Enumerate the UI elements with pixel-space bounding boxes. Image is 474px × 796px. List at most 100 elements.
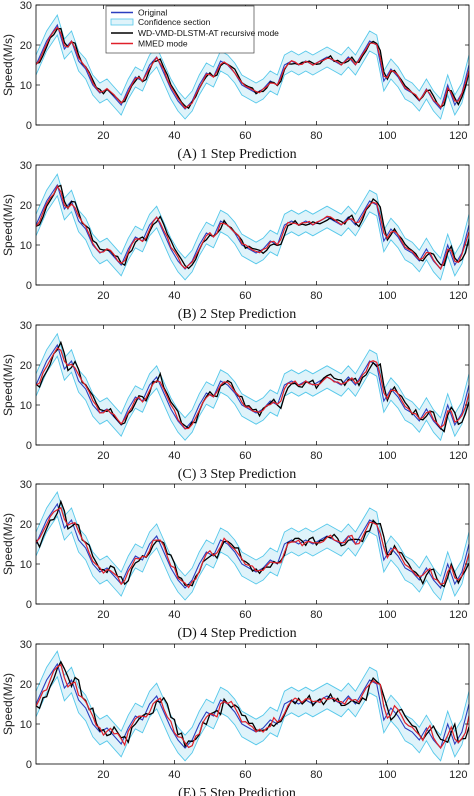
x-tick-label: 40	[168, 290, 180, 302]
plot-series-group	[36, 13, 469, 120]
legend: Original Confidence section WD-VMD-DLSTM…	[105, 5, 279, 54]
x-tick-label: 120	[449, 450, 467, 462]
panel-caption: (C) 3 Step Prediction	[178, 467, 297, 482]
legend-label-recursive: WD-VMD-DLSTM-AT recursive mode	[138, 28, 279, 38]
y-axis-label: Speed(M/s)	[1, 513, 15, 575]
axes-frame	[35, 643, 470, 765]
confidence-upper-line	[36, 173, 469, 260]
axes-frame	[35, 483, 470, 605]
y-tick-label: 10	[20, 400, 32, 412]
x-tick-label: 20	[97, 130, 109, 142]
x-tick-label: 80	[310, 130, 322, 142]
x-tick-label: 40	[168, 450, 180, 462]
y-tick-label: 0	[26, 599, 32, 611]
y-tick-label: 30	[20, 479, 32, 491]
x-tick-label: 60	[239, 130, 251, 142]
legend-box	[105, 5, 255, 54]
panel-caption: (E) 5 Step Prediction	[178, 786, 296, 796]
series-original-line	[36, 662, 469, 750]
plot-area	[36, 484, 469, 604]
x-tick-label: 20	[97, 290, 109, 302]
confidence-upper-line	[36, 650, 469, 737]
x-tick-label: 120	[449, 769, 467, 781]
x-tick-label: 40	[168, 769, 180, 781]
x-tick-label: 80	[310, 609, 322, 621]
x-tick-label: 20	[97, 609, 109, 621]
y-tick-label: 10	[20, 559, 32, 571]
x-tick-label: 120	[449, 290, 467, 302]
legend-swatch-confidence	[110, 18, 134, 26]
x-tick-label: 100	[378, 769, 396, 781]
legend-label-confidence: Confidence section	[138, 17, 211, 27]
series-mmed-line	[36, 26, 469, 109]
panel-caption: (B) 2 Step Prediction	[178, 307, 297, 322]
y-tick-label: 30	[20, 0, 32, 12]
chart-panel-5: 20 40 60 80 100 120 0 10 20 30 Speed(M/s) (E) 5 Ste…	[1, 639, 470, 796]
confidence-upper-line	[36, 490, 469, 577]
plot-series-group	[36, 173, 469, 281]
y-tick-label: 20	[20, 200, 32, 212]
x-tick-label: 80	[310, 769, 322, 781]
axes-frame	[35, 164, 470, 286]
series-mmed-line	[36, 663, 469, 749]
y-tick-label: 10	[20, 719, 32, 731]
confidence-band	[36, 492, 469, 600]
confidence-band	[36, 651, 469, 761]
y-tick-label: 20	[20, 679, 32, 691]
axes-frame	[35, 4, 470, 126]
series-mmed-line	[36, 506, 469, 589]
y-tick-label: 10	[20, 240, 32, 252]
y-axis-label: Speed(M/s)	[1, 354, 15, 416]
series-recursive-line	[36, 660, 469, 748]
confidence-lower-line	[36, 194, 469, 281]
x-tick-label: 20	[97, 769, 109, 781]
confidence-lower-line	[36, 355, 469, 442]
x-tick-label: 40	[168, 130, 180, 142]
x-tick-label: 60	[239, 290, 251, 302]
x-tick-label: 40	[168, 609, 180, 621]
legend-label-original: Original	[138, 8, 167, 18]
plot-area	[36, 325, 469, 445]
y-tick-label: 0	[26, 440, 32, 452]
y-axis-label: Speed(M/s)	[1, 194, 15, 256]
x-tick-label: 120	[449, 609, 467, 621]
y-tick-label: 0	[26, 280, 32, 292]
x-tick-label: 60	[239, 450, 251, 462]
chart-panel-2: 20 40 60 80 100 120 0 10 20 30 Speed(M/s) (B) 2 Ste…	[1, 160, 470, 322]
plot-area	[36, 644, 469, 764]
confidence-lower-line	[36, 33, 469, 120]
y-tick-label: 0	[26, 120, 32, 132]
x-tick-label: 60	[239, 609, 251, 621]
y-tick-label: 30	[20, 320, 32, 332]
series-mmed-line	[36, 347, 469, 430]
confidence-upper-line	[36, 332, 469, 419]
panel-caption: (A) 1 Step Prediction	[177, 147, 296, 162]
x-tick-label: 100	[378, 450, 396, 462]
chart-panel-3: 20 40 60 80 100 120 0 10 20 30 Speed(M/s) (C) 3 Ste…	[1, 320, 470, 482]
axes-frame	[35, 324, 470, 446]
plot-series-group	[36, 332, 469, 442]
y-tick-label: 10	[20, 80, 32, 92]
y-tick-label: 0	[26, 759, 32, 771]
confidence-lower-line	[36, 675, 469, 762]
x-tick-label: 100	[378, 130, 396, 142]
legend-label-mmed: MMED mode	[138, 39, 188, 49]
x-tick-label: 100	[378, 609, 396, 621]
x-tick-label: 20	[97, 450, 109, 462]
series-mmed-line	[36, 184, 469, 270]
x-tick-label: 80	[310, 450, 322, 462]
x-tick-label: 60	[239, 769, 251, 781]
x-tick-label: 100	[378, 290, 396, 302]
plot-series-group	[36, 650, 469, 762]
confidence-lower-line	[36, 514, 469, 601]
confidence-upper-line	[36, 13, 469, 100]
y-tick-label: 20	[20, 360, 32, 372]
y-axis-label: Speed(M/s)	[1, 34, 15, 96]
y-axis-label: Speed(M/s)	[1, 673, 15, 735]
panel-caption: (D) 4 Step Prediction	[177, 626, 296, 641]
y-tick-label: 30	[20, 160, 32, 172]
y-tick-label: 30	[20, 639, 32, 651]
y-tick-label: 20	[20, 519, 32, 531]
